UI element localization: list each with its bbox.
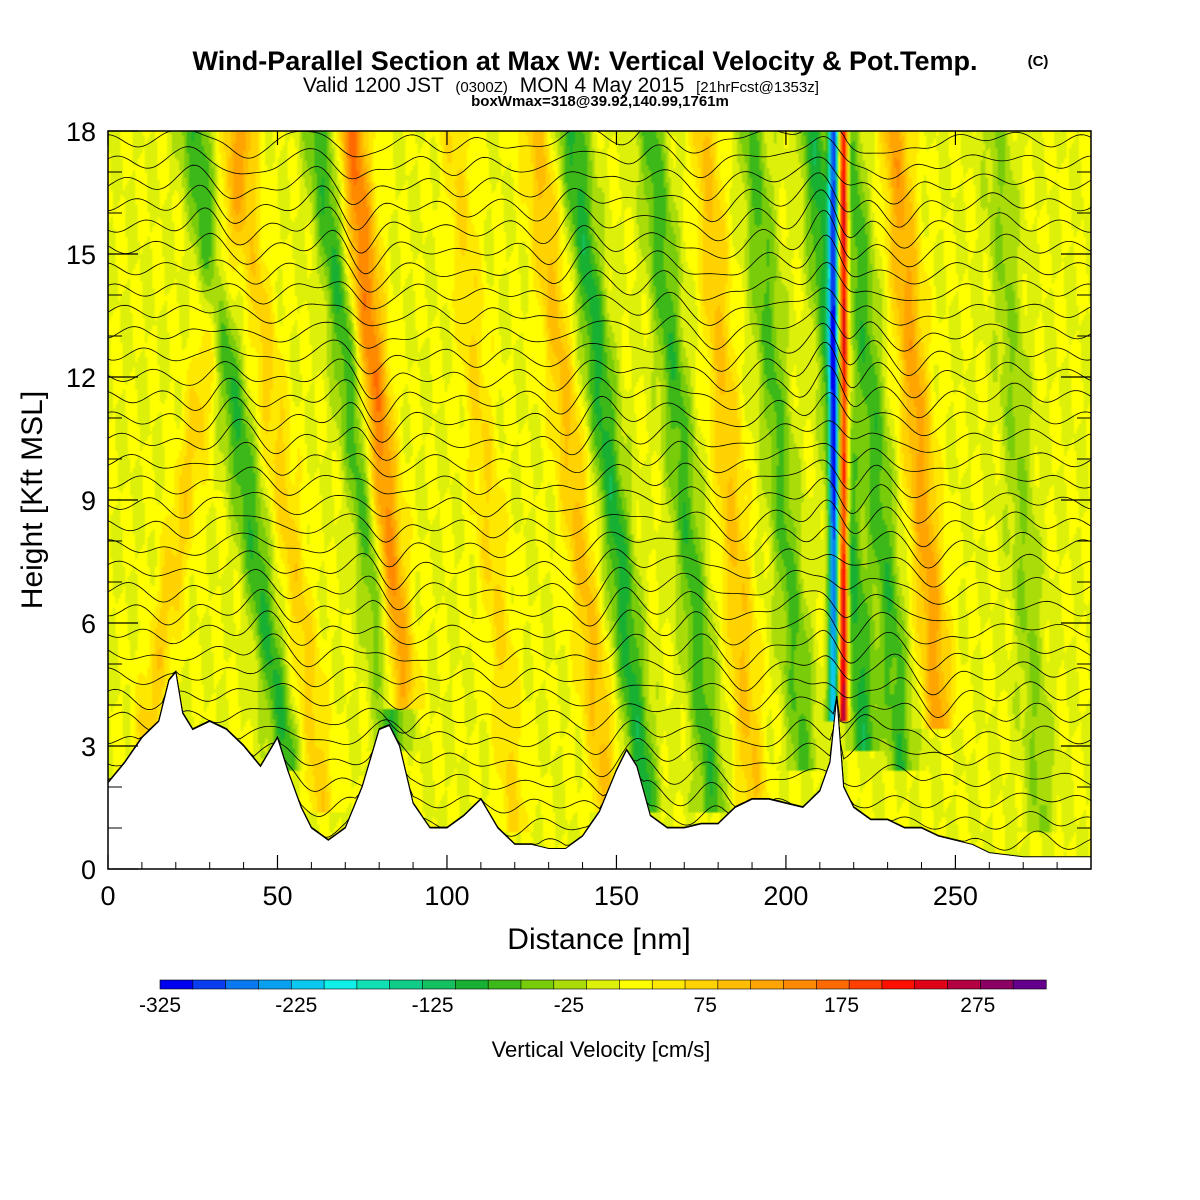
x-tick-label: 50 <box>262 881 292 911</box>
y-tick-label: 0 <box>81 855 96 885</box>
colorbar-swatch <box>422 979 456 990</box>
y-tick-label: 3 <box>81 732 96 762</box>
colorbar-swatch <box>520 979 555 990</box>
colorbar-swatch <box>619 979 653 990</box>
theta-contour <box>107 234 1092 293</box>
theta-contour <box>107 365 1092 423</box>
colorbar-swatch <box>455 979 489 990</box>
subtitle-utc: (0300Z) <box>455 79 508 96</box>
plot-area: 0 50 100 150 200 250 0 3 6 9 12 15 18 <box>66 117 1092 911</box>
colorbar-swatch <box>323 979 358 990</box>
colorbar-tick-label: -225 <box>275 994 317 1017</box>
subtitle-fcst: [21hrFcst@1353z] <box>696 79 819 96</box>
x-tick-label: 200 <box>763 881 808 911</box>
theta-contour <box>107 416 1092 461</box>
theta-contour <box>107 322 1092 377</box>
colorbar-tick-label: 175 <box>824 994 859 1017</box>
colorbar <box>159 979 1047 990</box>
subtitle-date: MON 4 May 2015 <box>520 74 685 97</box>
colorbar-swatch <box>159 979 194 990</box>
colorbar-tick-label: -25 <box>554 994 584 1017</box>
colorbar-swatch <box>651 979 686 990</box>
theta-contour <box>107 287 1092 327</box>
theta-contour <box>107 499 1092 548</box>
theta-contour <box>107 670 1092 739</box>
x-axis-label: Distance [nm] <box>507 923 690 956</box>
colorbar-swatch <box>717 979 752 990</box>
x-tick-label: 150 <box>594 881 639 911</box>
colorbar-swatch <box>586 979 621 990</box>
theta-contour <box>107 342 1092 400</box>
colorbar-swatch <box>980 979 1014 990</box>
colorbar-tick-labels: -325 -225 -125 -25 75 175 275 <box>139 994 995 1017</box>
subtitle-boxwmax: boxWmax=318@39.92,140.99,1761m <box>471 93 729 110</box>
theta-contour <box>107 670 1092 719</box>
theta-contour <box>107 392 1092 443</box>
colorbar-swatch <box>356 979 391 990</box>
theta-contour <box>107 670 1092 756</box>
y-axis-ticks: 0 3 6 9 12 15 18 <box>66 117 1091 885</box>
theta-contour <box>107 608 1092 646</box>
y-tick-label: 9 <box>81 486 96 516</box>
colorbar-swatch <box>1012 979 1047 990</box>
theta-contour <box>107 209 1092 275</box>
theta-contour <box>107 587 1092 629</box>
colorbar-swatch <box>881 979 916 990</box>
theta-contour <box>107 653 1092 696</box>
x-tick-label: 100 <box>424 881 469 911</box>
copyright-mark: (C) <box>1028 53 1049 70</box>
theta-contour <box>107 172 1092 231</box>
colorbar-swatch <box>947 979 981 990</box>
colorbar-swatch <box>750 979 785 990</box>
colorbar-swatch <box>225 979 260 990</box>
colorbar-label: Vertical Velocity [cm/s] <box>492 1037 711 1062</box>
colorbar-swatch <box>553 979 588 990</box>
theta-contour <box>107 525 1092 569</box>
theta-contour <box>107 477 1092 524</box>
y-tick-label: 6 <box>81 609 96 639</box>
colorbar-swatch <box>258 979 292 990</box>
theta-contour <box>107 130 1092 159</box>
y-axis-label: Height [Kft MSL] <box>16 391 49 609</box>
subtitle-line: Valid 1200 JST (0300Z) MON 4 May 2015 [2… <box>303 74 819 97</box>
x-axis-ticks: 0 50 100 150 200 250 <box>100 131 1058 911</box>
x-tick-label: 0 <box>100 881 115 911</box>
colorbar-swatch <box>487 979 522 990</box>
theta-contour <box>107 629 1092 671</box>
y-tick-label: 15 <box>66 240 96 270</box>
colorbar-tick-label: 75 <box>694 994 717 1017</box>
colorbar-swatch <box>848 979 883 990</box>
theta-contour <box>107 135 1092 180</box>
theta-contour <box>107 156 1092 206</box>
theta-contour <box>107 261 1092 310</box>
theta-contour <box>107 548 1092 591</box>
colorbar-tick-label: 275 <box>960 994 995 1017</box>
colorbar-swatch <box>192 979 227 990</box>
colorbar-swatch <box>815 979 850 990</box>
theta-contour <box>107 459 1092 499</box>
terrain-mask <box>107 671 1092 870</box>
theta-contour <box>107 306 1092 352</box>
chart-title: Wind-Parallel Section at Max W: Vertical… <box>193 46 978 76</box>
colorbar-swatch <box>389 979 424 990</box>
subtitle-valid: Valid 1200 JST <box>303 74 444 97</box>
theta-contour <box>107 189 1092 254</box>
y-tick-label: 12 <box>66 363 96 393</box>
colorbar-swatch <box>290 979 325 990</box>
colorbar-tick-label: -125 <box>412 994 454 1017</box>
colorbar-swatch <box>783 979 817 990</box>
colorbar-tick-label: -325 <box>139 994 181 1017</box>
theta-contour <box>107 670 1092 778</box>
theta-contour <box>107 439 1092 478</box>
theta-contour <box>107 566 1092 611</box>
colorbar-swatch <box>914 979 949 990</box>
y-tick-label: 18 <box>66 117 96 147</box>
colorbar-swatch <box>684 979 719 990</box>
x-tick-label: 250 <box>933 881 978 911</box>
